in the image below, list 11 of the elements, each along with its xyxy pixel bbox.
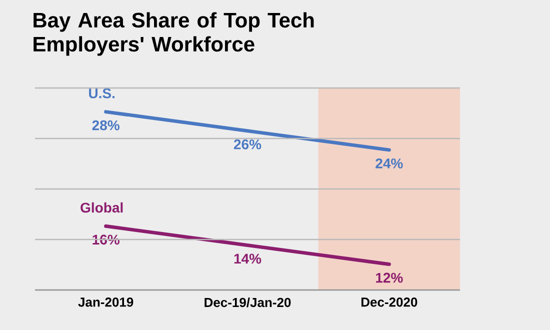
data-label: 28% (92, 120, 120, 130)
x-tick-label: Jan-2019 (78, 298, 134, 307)
x-tick-label: Dec-2020 (361, 298, 418, 307)
data-label: 24% (376, 158, 403, 168)
data-label: 26% (234, 139, 262, 150)
chart-title: Bay Area Share of Top Tech Employers' Workforce (34, 12, 314, 56)
series-label: Global (80, 202, 123, 213)
data-label: 12% (376, 272, 403, 283)
series-label: U.S. (89, 88, 114, 98)
x-tick-label: Dec-19/Jan-20 (204, 298, 291, 308)
data-label: 14% (234, 254, 262, 264)
